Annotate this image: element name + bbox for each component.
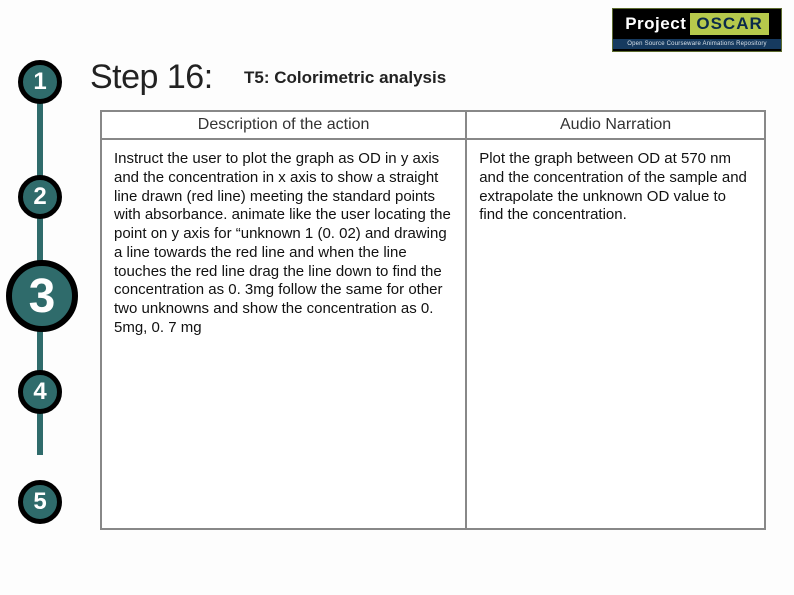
table-header-audio: Audio Narration [466,111,765,139]
content-table: Description of the action Audio Narratio… [100,110,766,530]
logo-project-text: Project [625,14,686,34]
table-cell-audio: Plot the graph between OD at 570 nm and … [466,139,765,529]
step-circle-1: 1 [18,60,62,104]
logo-subtitle: Open Source Courseware Animations Reposi… [613,39,781,49]
step-title: Step 16: [90,58,213,97]
step-circle-2: 2 [18,175,62,219]
logo-oscar-text: OSCAR [690,13,768,35]
project-oscar-logo: Project OSCAR Open Source Courseware Ani… [612,8,782,52]
step-circle-5: 5 [18,480,62,524]
step-circle-3-active: 3 [6,260,78,332]
table-header-description: Description of the action [101,111,466,139]
step-subtitle: T5: Colorimetric analysis [244,68,446,88]
step-circle-4: 4 [18,370,62,414]
table-cell-description: Instruct the user to plot the graph as O… [101,139,466,529]
